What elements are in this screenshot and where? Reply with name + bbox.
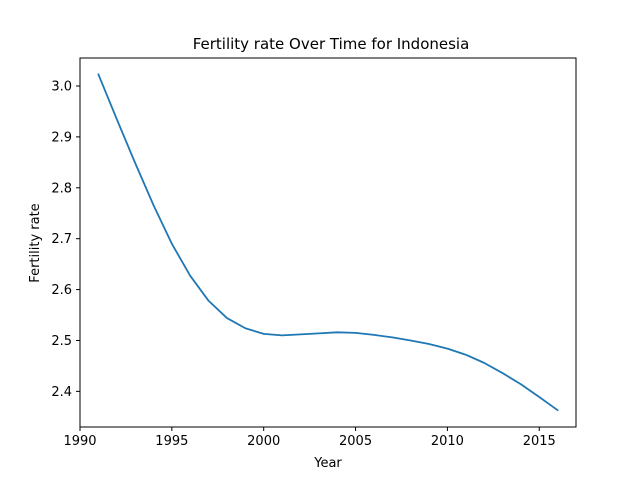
- y-tick-label: 2.9: [51, 130, 72, 145]
- y-tick-label: 2.8: [51, 181, 72, 196]
- x-tick-label: 2005: [339, 434, 372, 449]
- y-axis-label: Fertility rate: [28, 203, 43, 282]
- x-tick-label: 2000: [247, 434, 280, 449]
- x-axis-ticks: 1990 1995 2000 2005 2010 2015: [63, 427, 556, 449]
- y-tick-label: 2.4: [51, 385, 72, 400]
- y-tick-label: 2.7: [51, 232, 72, 247]
- plot-series: [97, 73, 559, 412]
- x-tick-label: 2015: [523, 434, 556, 449]
- x-tick-label: 2010: [431, 434, 464, 449]
- y-tick-label: 2.5: [51, 334, 72, 349]
- plot-area-frame: [79, 57, 577, 428]
- chart-title: Fertility rate Over Time for Indonesia: [193, 35, 470, 53]
- y-axis-ticks: 2.4 2.5 2.6 2.7 2.8 2.9 3.0: [51, 79, 80, 400]
- series-line-0: [97, 73, 559, 412]
- y-tick-label: 2.6: [51, 283, 72, 298]
- y-tick-label: 3.0: [51, 79, 72, 94]
- x-tick-label: 1990: [63, 434, 96, 449]
- x-tick-label: 1995: [155, 434, 188, 449]
- x-axis-label: Year: [313, 456, 342, 471]
